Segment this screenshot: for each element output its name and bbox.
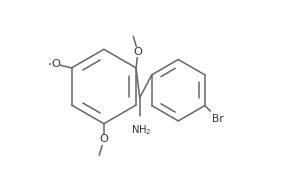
- Text: NH$_2$: NH$_2$: [131, 124, 152, 137]
- Text: O: O: [51, 59, 60, 69]
- Text: O: O: [133, 47, 142, 57]
- Text: O: O: [99, 134, 108, 145]
- Text: Br: Br: [212, 114, 224, 124]
